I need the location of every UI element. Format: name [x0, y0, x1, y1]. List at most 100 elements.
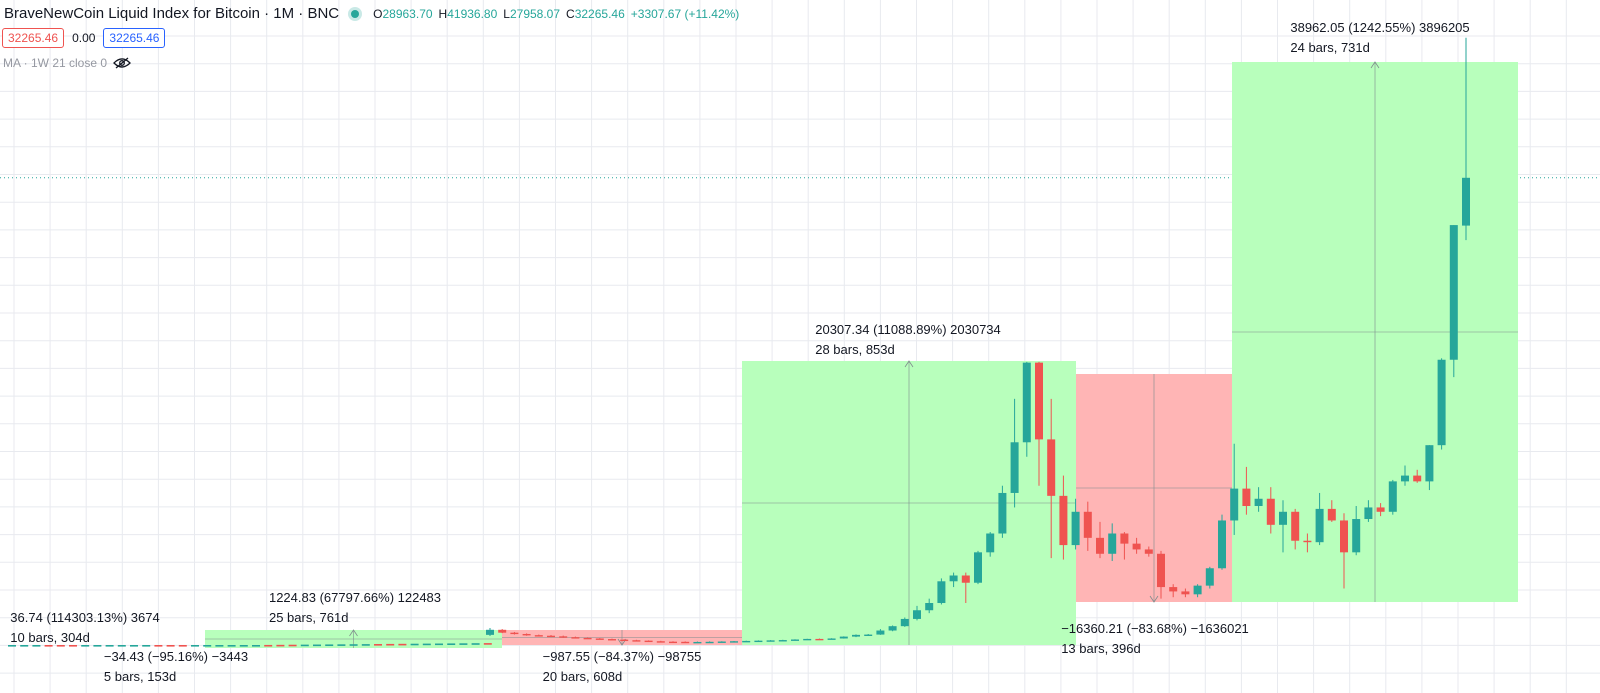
arrow-icon [904, 360, 914, 368]
early-candle [361, 644, 370, 646]
measurement-change-text: 1224.83 (67797.66%) 122483 [268, 590, 442, 605]
candle-down [608, 639, 616, 641]
candle-down [1096, 537, 1104, 554]
indicator-legend[interactable]: MA · 1W 21 close 0 [3, 56, 131, 70]
price-boxes: 32265.46 0.00 32265.46 [2, 28, 166, 48]
candle-down [1120, 533, 1129, 544]
early-candle [56, 645, 65, 647]
early-candle [398, 643, 407, 646]
candle-down [534, 635, 543, 637]
candle-up [1388, 481, 1397, 512]
candle-up [1108, 533, 1117, 554]
candle-down [815, 638, 824, 641]
early-candle [105, 645, 114, 647]
measurement-change-text: 20307.34 (11088.89%) 2030734 [815, 322, 1001, 337]
candle-up [1205, 568, 1214, 586]
candle-up [717, 641, 726, 643]
early-candle [447, 643, 456, 646]
candle-down [1047, 439, 1056, 496]
candle-up [1010, 442, 1019, 493]
early-candle [300, 644, 309, 647]
measurement-label: −16360.21 (−83.68%) −1636021 13 bars, 396… [1061, 621, 1249, 657]
candle-up [730, 641, 738, 643]
measurement-label: −987.55 (−84.37%) −98755 20 bars, 608d [543, 649, 702, 685]
market-status-icon [351, 9, 360, 18]
early-candle [20, 645, 29, 647]
high-key: H [438, 6, 448, 21]
measurement-change-text: −34.43 (−95.16%) −3443 [103, 649, 249, 664]
candle-up [949, 575, 958, 582]
measurement-label: 20307.34 (11088.89%) 2030734 28 bars, 853… [815, 322, 1001, 358]
candle-up [925, 603, 934, 611]
candle-up [1193, 585, 1202, 595]
candle-up [986, 533, 995, 553]
candle-down [510, 632, 519, 635]
spread-value: 0.00 [72, 31, 96, 45]
candle-up [1449, 225, 1458, 360]
candle-down [632, 640, 641, 642]
early-candle [81, 645, 90, 647]
early-candle [422, 643, 431, 646]
early-candle [117, 645, 126, 647]
candle-up [1437, 359, 1446, 446]
candle-down [620, 639, 629, 642]
candle-up [1315, 508, 1324, 543]
early-candle [178, 645, 187, 647]
candle-up [693, 641, 702, 644]
candle-up [791, 639, 799, 641]
candle-down [571, 637, 580, 639]
candle-up [1364, 507, 1373, 520]
early-candle [130, 645, 138, 647]
ohlc-values: O28963.70 H41936.80 L27958.07 C32265.46 … [373, 7, 739, 21]
candle-up [1022, 362, 1031, 443]
candle-down [669, 641, 677, 644]
open-key: O [373, 6, 383, 21]
measurement-label: 38962.05 (1242.55%) 3896205 24 bars, 731d [1290, 20, 1469, 56]
candle-up [876, 630, 885, 635]
candle-up [888, 626, 897, 631]
candle-up [1352, 519, 1361, 553]
symbol-title[interactable]: BraveNewCoin Liquid Index for Bitcoin · … [4, 5, 340, 22]
early-candle [288, 644, 297, 647]
candle-down [1340, 520, 1348, 553]
eye-crossed-icon[interactable] [113, 57, 131, 69]
early-candle [69, 645, 77, 647]
early-candle [252, 645, 260, 647]
early-candle [154, 645, 163, 647]
early-candle [215, 645, 224, 647]
candle-down [522, 633, 531, 636]
measurement-label: 36.74 (114303.13%) 3674 10 bars, 304d [10, 610, 159, 646]
candle-down [1059, 495, 1068, 546]
early-candle [44, 645, 53, 647]
change-value: +3307.67 (+11.42%) [630, 6, 740, 21]
candle-up [852, 634, 860, 637]
measurement-change-text: −987.55 (−84.37%) −98755 [542, 649, 702, 664]
low-value: 27958.07 [509, 6, 561, 21]
candle-up [754, 640, 763, 643]
early-candle [8, 645, 16, 647]
candle-down [656, 641, 665, 643]
indicator-label[interactable]: MA · 1W 21 close 0 [3, 56, 108, 70]
candle-down [595, 638, 604, 640]
buy-price-button[interactable]: 32265.46 [103, 28, 166, 48]
early-candle [471, 643, 480, 645]
measurement-bars-text: 24 bars, 731d [1290, 40, 1370, 55]
candle-up [1218, 520, 1226, 569]
candle-down [1291, 511, 1300, 541]
early-candle [264, 644, 273, 647]
early-candle [459, 643, 468, 645]
candle-down [1181, 591, 1190, 595]
measurement-change-text: 36.74 (114303.13%) 3674 [10, 610, 160, 625]
measurement-change-text: 38962.05 (1242.55%) 3896205 [1290, 20, 1470, 35]
candle-down [498, 629, 507, 633]
early-candle [325, 644, 334, 647]
candle-up [1230, 488, 1239, 521]
candle-up [705, 641, 714, 644]
measurement-bars-text: 13 bars, 396d [1061, 641, 1141, 656]
early-candle [166, 645, 175, 647]
candle-down [1144, 549, 1153, 554]
candle-up [913, 610, 921, 619]
sell-price-button[interactable]: 32265.46 [2, 28, 65, 48]
low-key: L [503, 6, 510, 21]
